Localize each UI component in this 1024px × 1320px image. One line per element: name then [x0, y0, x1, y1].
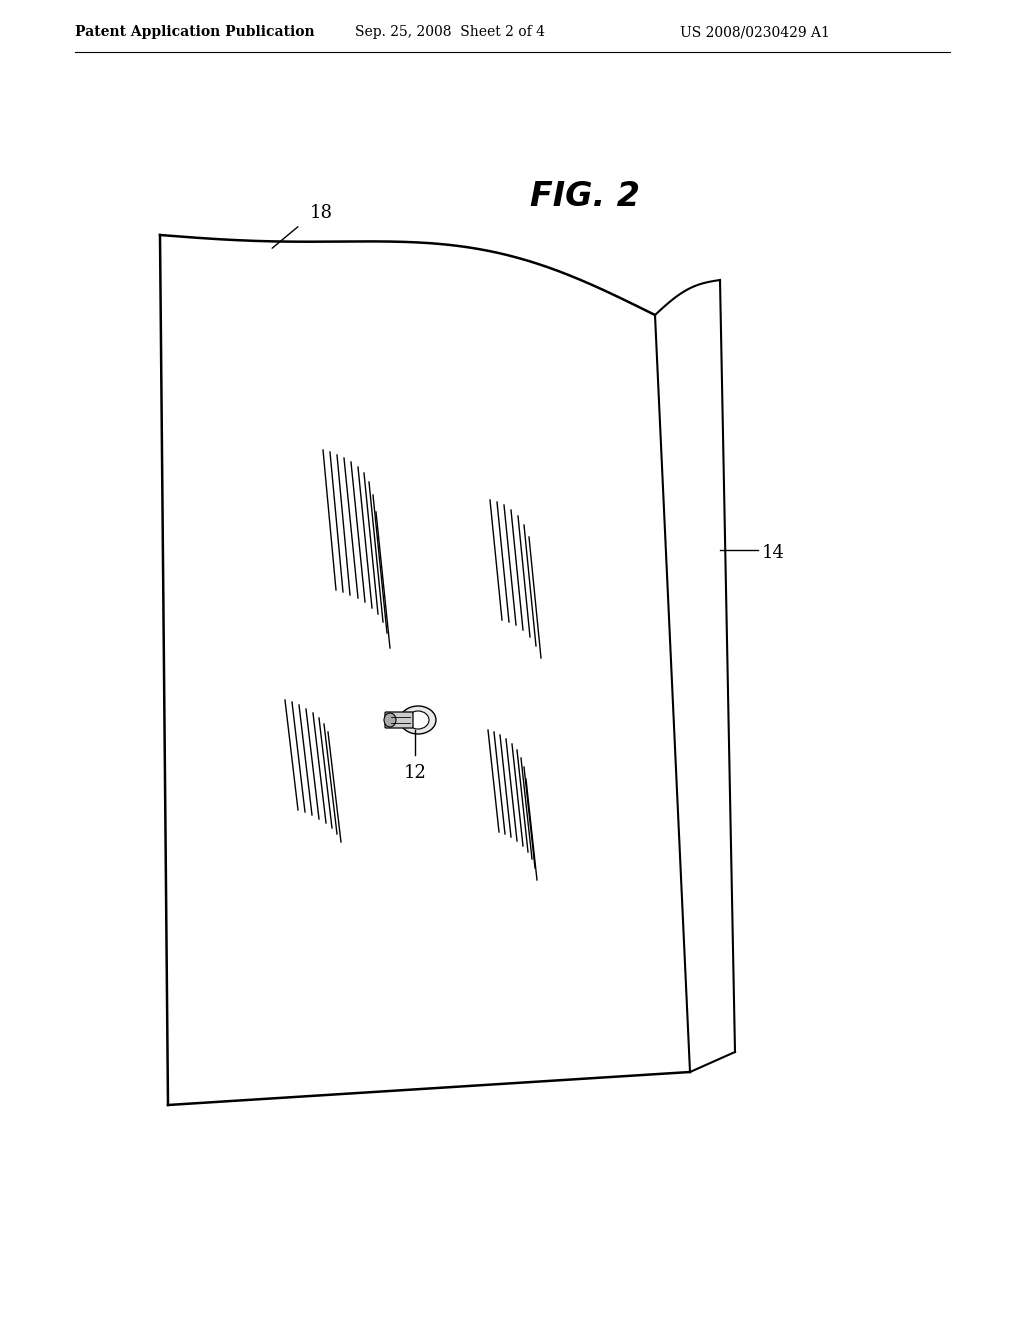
Text: FIG. 2: FIG. 2	[530, 180, 640, 213]
Text: Sep. 25, 2008  Sheet 2 of 4: Sep. 25, 2008 Sheet 2 of 4	[355, 25, 545, 40]
FancyBboxPatch shape	[385, 711, 413, 729]
Ellipse shape	[407, 711, 429, 729]
Ellipse shape	[384, 713, 396, 727]
Ellipse shape	[400, 706, 436, 734]
Text: 14: 14	[762, 544, 784, 562]
Text: US 2008/0230429 A1: US 2008/0230429 A1	[680, 25, 829, 40]
Text: 18: 18	[310, 205, 333, 222]
Text: 12: 12	[404, 764, 427, 781]
Text: Patent Application Publication: Patent Application Publication	[75, 25, 314, 40]
